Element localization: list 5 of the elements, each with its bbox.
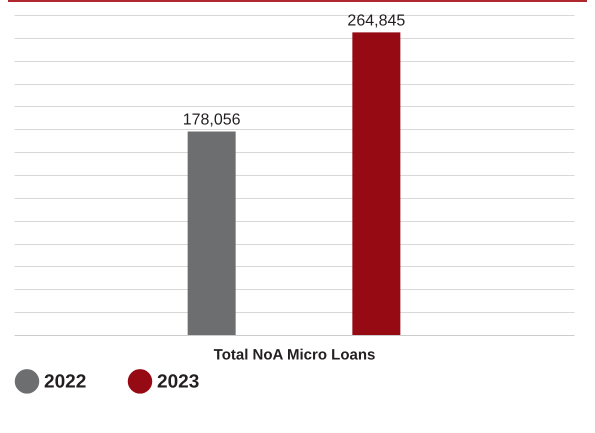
data-label: 178,056 bbox=[182, 112, 241, 129]
legend-label: 2022 bbox=[44, 371, 86, 392]
x-axis-title: Total NoA Micro Loans bbox=[214, 346, 376, 364]
data-label: 264,845 bbox=[347, 12, 406, 30]
legend-label: 2023 bbox=[157, 371, 200, 392]
